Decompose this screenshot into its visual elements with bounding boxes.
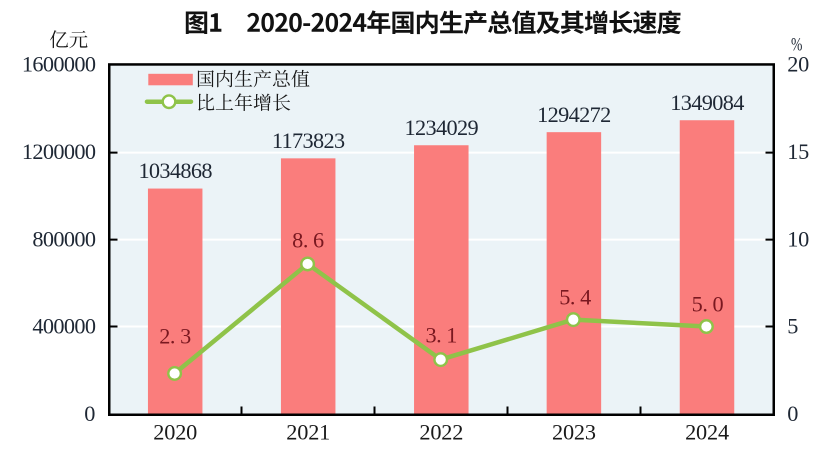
svg-text:5. 4: 5. 4 bbox=[559, 285, 591, 310]
svg-text:1294272: 1294272 bbox=[537, 102, 611, 127]
svg-text:2. 3: 2. 3 bbox=[159, 324, 191, 349]
svg-text:2021: 2021 bbox=[286, 420, 330, 445]
svg-text:400000: 400000 bbox=[32, 313, 95, 338]
svg-text:5. 0: 5. 0 bbox=[692, 292, 724, 317]
svg-text:1234029: 1234029 bbox=[405, 115, 479, 140]
svg-text:5: 5 bbox=[787, 313, 798, 338]
svg-text:0: 0 bbox=[787, 401, 798, 426]
svg-text:%: % bbox=[791, 33, 803, 55]
svg-text:10: 10 bbox=[787, 226, 809, 251]
svg-text:1349084: 1349084 bbox=[670, 90, 744, 115]
svg-text:15: 15 bbox=[787, 139, 809, 164]
svg-text:1173823: 1173823 bbox=[272, 128, 345, 153]
svg-text:2024: 2024 bbox=[685, 420, 729, 445]
svg-text:2020: 2020 bbox=[153, 420, 197, 445]
svg-text:2022: 2022 bbox=[419, 420, 463, 445]
svg-text:8. 6: 8. 6 bbox=[292, 227, 324, 252]
svg-text:1200000: 1200000 bbox=[22, 139, 96, 164]
svg-text:20: 20 bbox=[787, 51, 809, 76]
svg-text:800000: 800000 bbox=[32, 226, 95, 251]
svg-text:0: 0 bbox=[84, 401, 95, 426]
svg-text:1600000: 1600000 bbox=[22, 51, 96, 76]
svg-text:2023: 2023 bbox=[552, 420, 596, 445]
svg-text:3. 1: 3. 1 bbox=[425, 323, 456, 348]
svg-text:1034868: 1034868 bbox=[138, 158, 212, 183]
